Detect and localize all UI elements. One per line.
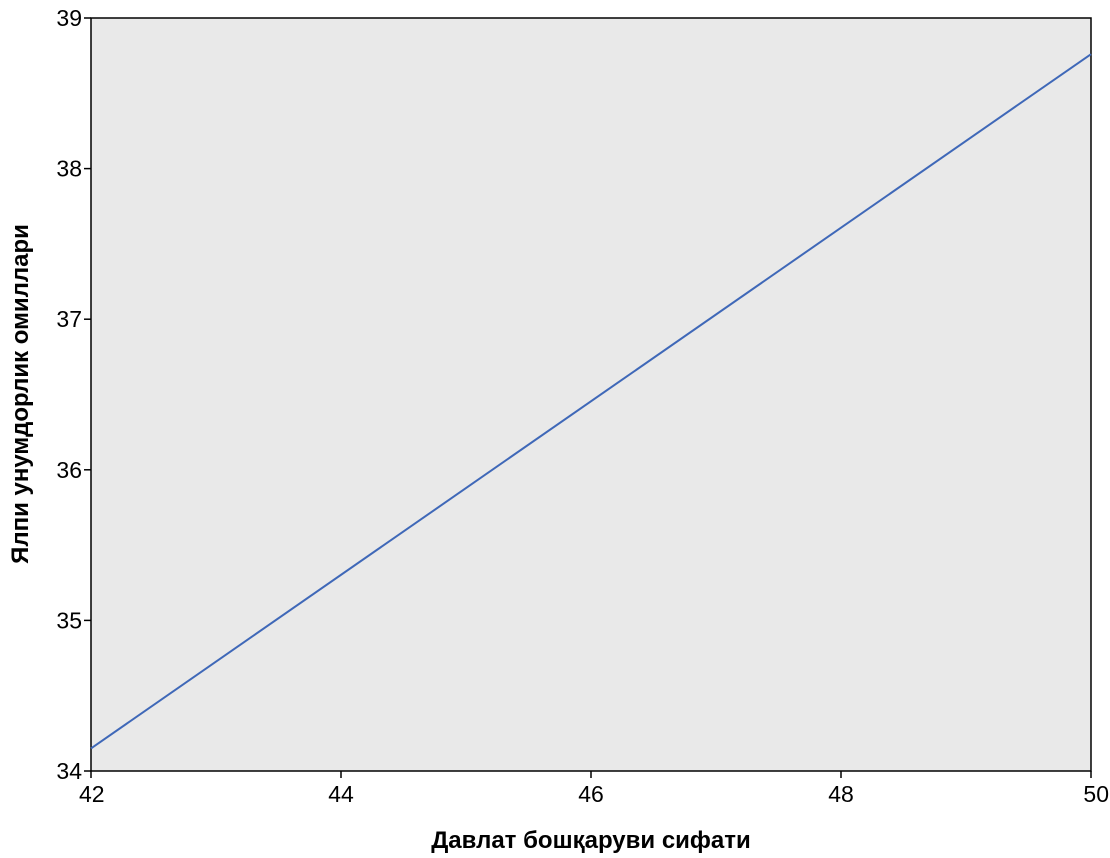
y-tick-label: 39 <box>56 5 82 31</box>
x-tick-label: 42 <box>79 781 105 807</box>
x-tick-label: 48 <box>828 781 854 807</box>
x-tick-label: 44 <box>328 781 354 807</box>
x-axis-label: Давлат бошқаруви сифати <box>431 827 751 854</box>
y-tick-label: 38 <box>56 156 82 182</box>
y-tick-label: 35 <box>56 607 82 633</box>
y-tick-label: 37 <box>56 306 82 332</box>
y-axis: 34 35 36 37 38 39 <box>56 5 91 784</box>
x-tick-label: 50 <box>1083 781 1109 807</box>
series-line <box>90 53 1092 750</box>
y-tick-label: 34 <box>56 758 82 784</box>
y-axis-label: Ялпи унумдорлик омиллари <box>7 224 34 564</box>
series-layer <box>90 53 1092 750</box>
x-tick-label: 46 <box>578 781 604 807</box>
y-tick-label: 36 <box>56 457 82 483</box>
x-axis: 42 44 46 48 50 <box>79 771 1109 807</box>
plot-area <box>90 17 1092 772</box>
